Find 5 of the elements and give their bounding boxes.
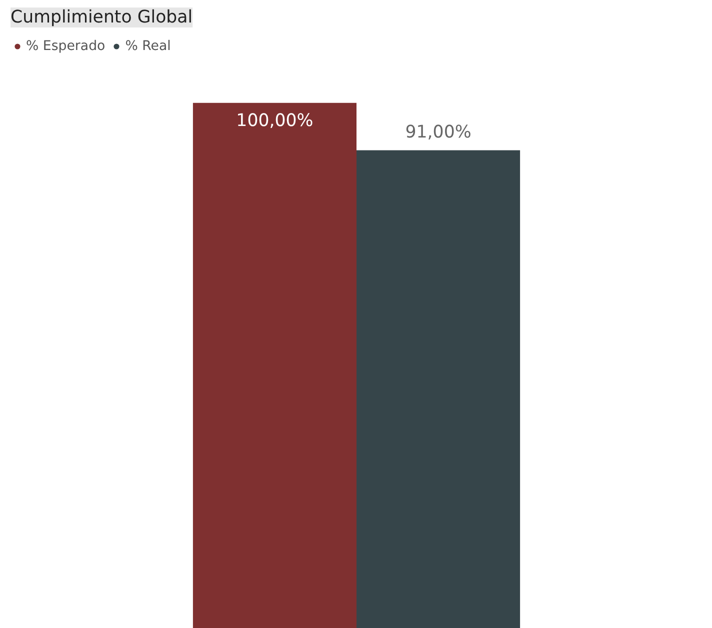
legend-label: % Esperado bbox=[26, 38, 106, 54]
legend-label: % Real bbox=[125, 38, 171, 54]
chart-title: Cumplimiento Global bbox=[10, 8, 193, 28]
data-label: 100,00% bbox=[236, 110, 314, 131]
data-label: 91,00% bbox=[405, 122, 472, 142]
